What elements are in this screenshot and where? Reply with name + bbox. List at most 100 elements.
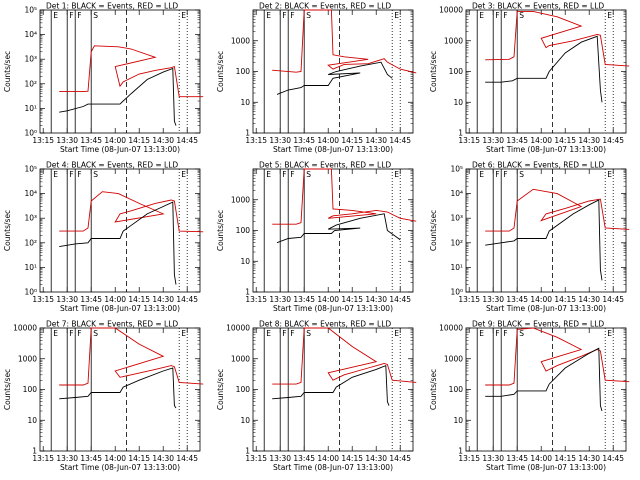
x-tick-label: 13:30: [482, 454, 504, 463]
x-tick-label: 14:45: [176, 295, 198, 304]
marker-letter: F: [69, 170, 73, 179]
marker-letter: E: [266, 170, 271, 179]
x-tick-label: 14:45: [389, 136, 411, 145]
y-tick-label: 1000: [444, 354, 463, 363]
y-tick-label: 10000: [439, 6, 463, 15]
marker-letter: F: [495, 11, 499, 20]
y-tick-label: 10000: [226, 324, 250, 333]
y-tick-label: 10⁵: [450, 165, 463, 174]
marker-letter: F: [77, 170, 81, 179]
y-axis-label: Counts/sec: [216, 51, 225, 92]
marker-letter: S: [519, 170, 524, 179]
marker-letter: E: [394, 329, 399, 338]
y-tick-label: 10²: [24, 79, 37, 88]
x-tick-label: 13:15: [245, 295, 267, 304]
x-tick-label: 13:45: [80, 454, 102, 463]
x-tick-label: 13:45: [293, 136, 315, 145]
y-tick-label: 10³: [24, 214, 37, 223]
y-tick-label: 10000: [13, 324, 37, 333]
marker-letter: F: [290, 329, 294, 338]
marker-letter: S: [519, 329, 524, 338]
plot-frame: [39, 9, 201, 134]
y-tick-label: 100: [449, 67, 464, 76]
y-axis-label: Counts/sec: [3, 210, 12, 251]
marker-letter: F: [282, 170, 286, 179]
y-tick-label: 10²: [24, 238, 37, 247]
x-tick-label: 13:45: [506, 454, 528, 463]
marker-letter: E: [53, 170, 58, 179]
marker-letter: F: [282, 329, 286, 338]
marker-letter: E: [607, 329, 612, 338]
x-tick-label: 14:30: [365, 454, 387, 463]
marker-letter: F: [69, 11, 73, 20]
series-line-events: [485, 347, 603, 412]
chart-title: Det 5: BLACK = Events, RED = LLD: [259, 161, 391, 170]
x-tick-label: 13:15: [32, 454, 54, 463]
series-line-lld: [485, 10, 630, 67]
x-tick-label: 14:30: [152, 454, 174, 463]
y-tick-label: 10⁰: [24, 129, 37, 138]
series-line-events: [276, 213, 401, 244]
x-tick-label: 13:30: [56, 454, 78, 463]
x-tick-label: 14:45: [176, 136, 198, 145]
x-tick-label: 14:00: [530, 136, 552, 145]
x-axis-label: Start Time (08-Jun-07 13:13:00): [60, 145, 180, 154]
x-tick-label: 13:30: [269, 136, 291, 145]
x-tick-label: 13:45: [293, 295, 315, 304]
series-line-lld: [59, 327, 204, 386]
series-line-lld: [272, 168, 417, 225]
x-tick-label: 14:45: [389, 454, 411, 463]
y-tick-label: 1000: [231, 195, 250, 204]
x-tick-label: 14:00: [104, 136, 126, 145]
x-tick-label: 13:45: [80, 136, 102, 145]
marker-letter: S: [306, 11, 311, 20]
x-tick-label: 14:15: [554, 295, 576, 304]
marker-letter: F: [77, 329, 81, 338]
x-tick-label: 13:45: [80, 295, 102, 304]
series-line-lld: [59, 191, 204, 233]
plot-frame: [252, 9, 414, 134]
y-axis-label: Counts/sec: [216, 369, 225, 410]
x-tick-label: 13:15: [458, 136, 480, 145]
x-tick-label: 13:45: [506, 295, 528, 304]
y-tick-label: 10⁴: [24, 30, 37, 39]
y-tick-label: 1000: [18, 354, 37, 363]
y-tick-label: 1: [245, 447, 250, 456]
series-line-lld: [485, 327, 630, 386]
x-tick-label: 13:45: [506, 136, 528, 145]
x-tick-label: 13:45: [293, 454, 315, 463]
x-tick-label: 14:15: [128, 295, 150, 304]
marker-letter: F: [282, 11, 286, 20]
y-tick-label: 10¹: [450, 263, 463, 272]
x-tick-label: 14:45: [602, 295, 624, 304]
x-tick-label: 13:30: [269, 454, 291, 463]
y-tick-label: 10: [453, 98, 463, 107]
x-tick-label: 14:30: [365, 136, 387, 145]
x-tick-label: 13:15: [458, 454, 480, 463]
plot-frame: [39, 168, 201, 293]
series-line-events: [59, 367, 177, 409]
y-tick-label: 100: [236, 67, 251, 76]
x-tick-label: 14:00: [530, 295, 552, 304]
x-tick-label: 14:30: [578, 295, 600, 304]
series-line-events: [485, 35, 603, 103]
y-tick-label: 100: [23, 385, 38, 394]
x-tick-label: 13:15: [458, 295, 480, 304]
marker-letter: S: [93, 329, 98, 338]
plot-frame: [252, 327, 414, 452]
marker-letter: E: [181, 170, 186, 179]
marker-letter: F: [290, 170, 294, 179]
marker-letter: S: [306, 329, 311, 338]
marker-letter: E: [181, 11, 186, 20]
x-tick-label: 14:00: [104, 454, 126, 463]
marker-letter: E: [53, 329, 58, 338]
series-line-events: [276, 61, 393, 95]
y-tick-label: 1000: [444, 36, 463, 45]
y-tick-label: 10⁵: [24, 165, 37, 174]
x-tick-label: 14:00: [317, 136, 339, 145]
series-line-lld: [272, 327, 417, 385]
y-tick-label: 10: [27, 416, 37, 425]
marker-letter: E: [394, 170, 399, 179]
